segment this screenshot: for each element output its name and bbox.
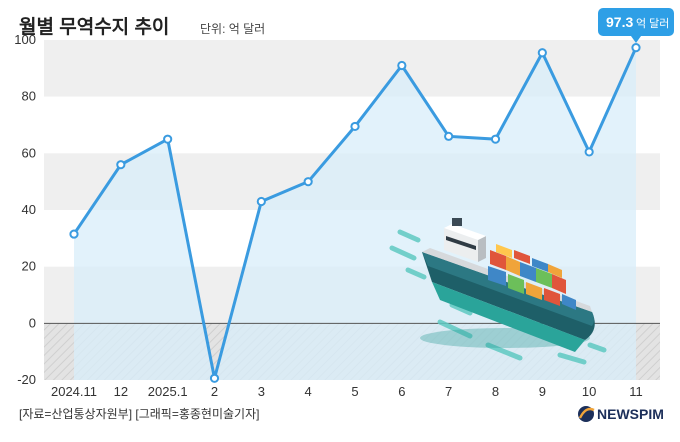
callout-value: 97.3 bbox=[606, 14, 633, 30]
x-tick-label: 8 bbox=[492, 384, 499, 399]
callout-tail bbox=[631, 36, 641, 43]
y-axis: -20 0 20 40 60 80 100 bbox=[14, 32, 36, 387]
y-tick-label: 60 bbox=[22, 145, 36, 160]
y-tick-label: 20 bbox=[22, 259, 36, 274]
source-credit: [자료=산업통상자원부] [그래픽=홍종현미술기자] bbox=[19, 407, 259, 421]
speed-lines-icon bbox=[389, 229, 607, 365]
last-value-callout: 97.3 억 달러 bbox=[598, 8, 674, 43]
x-tick-label: 10 bbox=[582, 384, 596, 399]
data-point bbox=[256, 196, 266, 207]
container-ship-illustration bbox=[389, 218, 607, 365]
data-point bbox=[116, 160, 126, 170]
y-tick-label: 0 bbox=[29, 315, 36, 330]
grid-band bbox=[44, 40, 660, 97]
x-tick-label: 4 bbox=[305, 384, 312, 399]
x-tick-label: 9 bbox=[539, 384, 546, 399]
callout-box bbox=[598, 8, 674, 36]
data-point bbox=[444, 131, 454, 141]
y-tick-label: 80 bbox=[22, 89, 36, 104]
data-point bbox=[397, 60, 407, 71]
x-tick-label: 7 bbox=[445, 384, 452, 399]
callout-unit: 억 달러 bbox=[636, 17, 669, 30]
data-point bbox=[69, 229, 79, 239]
x-tick-label: 2 bbox=[211, 384, 218, 399]
x-tick-label: 5 bbox=[351, 384, 358, 399]
y-tick-label: 100 bbox=[14, 32, 36, 47]
newspim-logo: NEWSPIM bbox=[578, 406, 664, 422]
data-point bbox=[209, 373, 220, 383]
x-tick-label: 12 bbox=[114, 384, 128, 399]
x-tick-label: 2025.1 bbox=[148, 384, 188, 399]
y-tick-label: -20 bbox=[17, 372, 36, 387]
data-point bbox=[350, 121, 360, 132]
x-tick-label: 6 bbox=[398, 384, 405, 399]
data-point bbox=[584, 147, 594, 157]
data-point bbox=[163, 134, 173, 144]
x-axis: 2024.11 12 2025.1 2 3 4 5 6 7 8 9 10 11 bbox=[51, 384, 643, 399]
data-point bbox=[537, 48, 547, 58]
data-points bbox=[69, 43, 641, 383]
x-tick-label: 2024.11 bbox=[51, 384, 97, 399]
x-tick-label: 3 bbox=[258, 384, 265, 399]
data-point bbox=[631, 43, 641, 53]
unit-label: 단위: 억 달러 bbox=[200, 22, 265, 36]
brand-name: NEWSPIM bbox=[597, 406, 664, 422]
x-tick-label: 11 bbox=[629, 384, 643, 399]
y-tick-label: 40 bbox=[22, 202, 36, 217]
data-point bbox=[303, 177, 313, 187]
data-point bbox=[490, 134, 501, 144]
chart-title: 월별 무역수지 추이 bbox=[19, 16, 169, 38]
